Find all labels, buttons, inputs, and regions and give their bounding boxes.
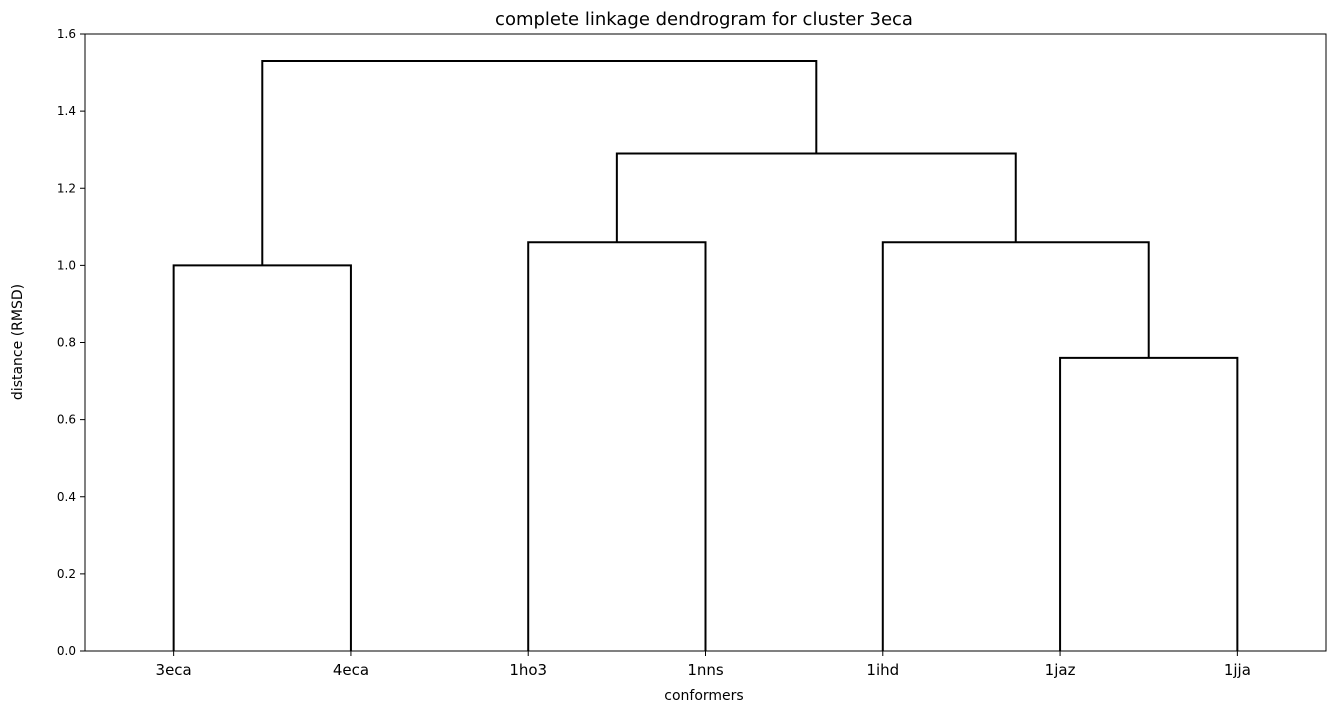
y-tick-label: 1.6 bbox=[57, 27, 76, 41]
x-tick-label-3eca: 3eca bbox=[156, 661, 192, 679]
y-axis: 0.0 0.2 0.4 0.6 0.8 1.0 1.2 1.4 1.6 bbox=[57, 27, 85, 658]
y-tick-label: 0.6 bbox=[57, 413, 76, 427]
x-axis-label: conformers bbox=[664, 688, 743, 704]
x-tick-label-1ho3: 1ho3 bbox=[509, 661, 547, 679]
dendrogram-links bbox=[172, 59, 1239, 651]
y-tick-label: 1.2 bbox=[57, 181, 76, 195]
x-tick-label-1jaz: 1jaz bbox=[1045, 661, 1076, 679]
x-tick-label-1jja: 1jja bbox=[1224, 661, 1251, 679]
y-axis-label: distance (RMSD) bbox=[10, 284, 26, 400]
y-tick-label: 1.4 bbox=[57, 104, 76, 118]
x-tick-label-1nns: 1nns bbox=[687, 661, 724, 679]
y-tick-label: 0.0 bbox=[57, 644, 76, 658]
link-1ho3+1nns-1ihd+1jaz+1jja bbox=[615, 152, 1017, 243]
link-1ho3-1nns bbox=[527, 241, 707, 651]
x-axis: 3eca 4eca 1ho3 1nns 1ihd 1jaz 1jja bbox=[156, 651, 1251, 679]
y-tick-label: 0.8 bbox=[57, 336, 76, 350]
link-1ihd-1jaz+1jja bbox=[881, 241, 1150, 651]
y-tick-label: 0.4 bbox=[57, 490, 76, 504]
y-tick-label: 0.2 bbox=[57, 567, 76, 581]
y-tick-label: 1.0 bbox=[57, 258, 76, 272]
x-tick-label-4eca: 4eca bbox=[333, 661, 369, 679]
link-3eca-4eca bbox=[172, 264, 352, 651]
link-1jaz-1jja bbox=[1059, 356, 1239, 651]
link-3eca+4eca-1ho3+1nns+1ihd+1jaz+1jja bbox=[261, 59, 818, 266]
chart-title: complete linkage dendrogram for cluster … bbox=[495, 9, 913, 30]
x-tick-label-1ihd: 1ihd bbox=[866, 661, 899, 679]
